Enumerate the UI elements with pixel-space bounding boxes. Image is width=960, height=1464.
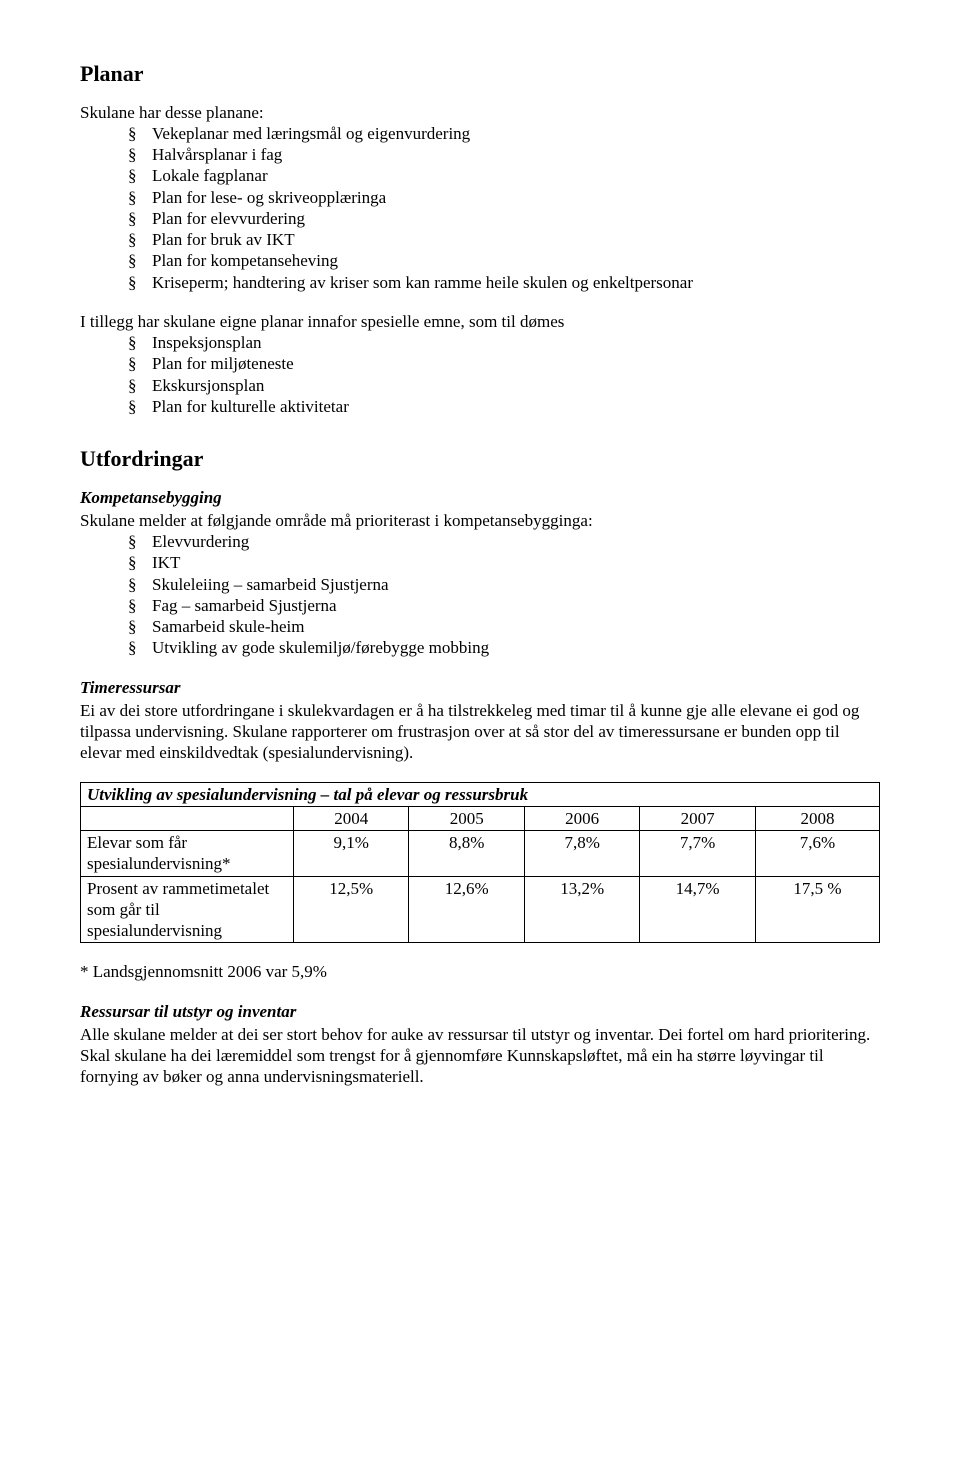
planar-list2: Inspeksjonsplan Plan for miljøteneste Ek…: [80, 332, 880, 417]
table-row-label: Prosent av rammetimetalet som går til sp…: [81, 876, 294, 943]
table-header-blank: [81, 806, 294, 830]
list-item: Utvikling av gode skulemiljø/førebygge m…: [128, 637, 880, 658]
list-item: Vekeplanar med læringsmål og eigenvurder…: [128, 123, 880, 144]
list-item: Samarbeid skule-heim: [128, 616, 880, 637]
table-header-row: 2004 2005 2006 2007 2008: [81, 806, 880, 830]
table-col-header: 2006: [524, 806, 639, 830]
subhead-timeressursar: Timeressursar: [80, 677, 880, 698]
table-col-header: 2004: [294, 806, 409, 830]
table-cell: 7,6%: [755, 831, 879, 877]
table-cell: 12,5%: [294, 876, 409, 943]
list-item: Lokale fagplanar: [128, 165, 880, 186]
list-item: Skuleleiing – samarbeid Sjustjerna: [128, 574, 880, 595]
list-item: Ekskursjonsplan: [128, 375, 880, 396]
planar-intro: Skulane har desse planane:: [80, 102, 880, 123]
section-heading-utfordringar: Utfordringar: [80, 445, 880, 473]
list-item: Inspeksjonsplan: [128, 332, 880, 353]
list-item: IKT: [128, 552, 880, 573]
table-row-label: Elevar som får spesialundervisning*: [81, 831, 294, 877]
table-cell: 17,5 %: [755, 876, 879, 943]
table-col-header: 2005: [409, 806, 524, 830]
list-item: Plan for kulturelle aktivitetar: [128, 396, 880, 417]
table-cell: 9,1%: [294, 831, 409, 877]
list-item: Kriseperm; handtering av kriser som kan …: [128, 272, 880, 293]
list-item: Plan for kompetanseheving: [128, 250, 880, 271]
table-col-header: 2007: [640, 806, 755, 830]
list-item: Plan for lese- og skriveopplæringa: [128, 187, 880, 208]
table-cell: 8,8%: [409, 831, 524, 877]
table-cell: 14,7%: [640, 876, 755, 943]
kompet-intro: Skulane melder at følgjande område må pr…: [80, 510, 880, 531]
section-heading-planar: Planar: [80, 60, 880, 88]
planar-intro2: I tillegg har skulane eigne planar innaf…: [80, 311, 880, 332]
list-item: Fag – samarbeid Sjustjerna: [128, 595, 880, 616]
kompet-list: Elevvurdering IKT Skuleleiing – samarbei…: [80, 531, 880, 659]
list-item: Halvårsplanar i fag: [128, 144, 880, 165]
table-cell: 7,7%: [640, 831, 755, 877]
timer-para: Ei av dei store utfordringane i skulekva…: [80, 700, 880, 764]
table-row: Elevar som får spesialundervisning* 9,1%…: [81, 831, 880, 877]
spesialundervisning-table: Utvikling av spesialundervisning – tal p…: [80, 782, 880, 944]
list-item: Plan for bruk av IKT: [128, 229, 880, 250]
table-cell: 7,8%: [524, 831, 639, 877]
table-col-header: 2008: [755, 806, 879, 830]
subhead-kompetansebygging: Kompetansebygging: [80, 487, 880, 508]
table-cell: 12,6%: [409, 876, 524, 943]
planar-list: Vekeplanar med læringsmål og eigenvurder…: [80, 123, 880, 293]
table-title: Utvikling av spesialundervisning – tal p…: [81, 782, 880, 806]
table-row: Prosent av rammetimetalet som går til sp…: [81, 876, 880, 943]
table-cell: 13,2%: [524, 876, 639, 943]
table-footnote: * Landsgjennomsnitt 2006 var 5,9%: [80, 961, 880, 982]
list-item: Plan for miljøteneste: [128, 353, 880, 374]
ressursar-para: Alle skulane melder at dei ser stort beh…: [80, 1024, 880, 1088]
subhead-ressursar: Ressursar til utstyr og inventar: [80, 1001, 880, 1022]
list-item: Plan for elevvurdering: [128, 208, 880, 229]
list-item: Elevvurdering: [128, 531, 880, 552]
